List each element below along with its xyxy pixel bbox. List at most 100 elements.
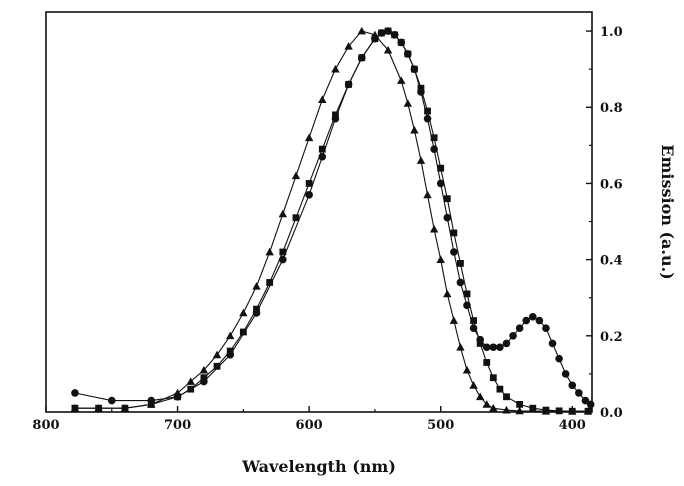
data-point [318, 145, 326, 153]
data-point [225, 331, 235, 340]
data-point [252, 282, 261, 290]
data-point [489, 343, 498, 352]
data-point [173, 392, 182, 401]
data-point [331, 114, 340, 123]
data-point [186, 377, 195, 385]
data-point [575, 389, 583, 397]
data-point [403, 99, 413, 107]
data-point [502, 339, 511, 348]
data-point [516, 400, 524, 408]
data-point [417, 88, 425, 96]
data-point [357, 26, 366, 35]
y-axis-ticks: 0.0 0.2 0.4 0.6 0.8 1.0 [586, 25, 623, 421]
data-point [528, 312, 537, 321]
data-point [542, 406, 550, 414]
data-point [397, 38, 406, 47]
data-point [482, 400, 491, 408]
data-point [278, 209, 288, 218]
data-point [430, 145, 438, 153]
data-point [581, 396, 590, 405]
data-point [279, 248, 287, 256]
data-point [522, 316, 531, 325]
data-point [496, 385, 504, 393]
series-layer [70, 26, 595, 415]
data-point [450, 248, 458, 256]
data-point [239, 308, 248, 317]
y-tick-label: 0.4 [600, 254, 623, 269]
data-point [456, 343, 465, 351]
data-point [200, 377, 208, 386]
data-point [265, 247, 274, 256]
data-point [555, 354, 563, 363]
data-point [292, 214, 300, 222]
data-point [515, 406, 524, 415]
data-point [304, 133, 314, 142]
data-point [423, 114, 432, 123]
data-point [476, 335, 484, 344]
data-point [586, 400, 595, 409]
data-point [226, 347, 234, 355]
data-point [503, 393, 510, 401]
data-point [213, 362, 221, 370]
y-tick-label: 0.2 [600, 330, 623, 345]
data-point [305, 191, 313, 199]
data-point [463, 290, 471, 298]
data-point [147, 400, 155, 408]
data-point [357, 53, 366, 62]
data-point [430, 134, 438, 142]
data-point [383, 45, 393, 54]
data-point [509, 332, 517, 340]
data-point [404, 50, 412, 58]
series-line [74, 30, 592, 405]
series-line [74, 30, 589, 412]
y-tick-label: 0.0 [600, 406, 623, 421]
data-point [535, 316, 544, 325]
data-point [584, 407, 592, 415]
data-point [344, 42, 353, 50]
data-point [390, 31, 399, 39]
data-point [542, 324, 550, 332]
x-tick-label: 400 [559, 418, 586, 433]
data-point [424, 107, 431, 115]
y-tick-label: 0.6 [600, 177, 623, 192]
data-point [449, 316, 459, 324]
data-point [482, 343, 491, 352]
data-point [318, 95, 327, 103]
data-point [253, 305, 260, 313]
y-tick-label: 0.8 [600, 101, 623, 116]
data-point [291, 171, 301, 180]
data-point [384, 27, 392, 35]
data-point [121, 404, 129, 412]
data-point [71, 389, 79, 397]
data-point [252, 309, 261, 317]
data-point [416, 156, 426, 164]
series-square [71, 27, 592, 415]
data-point [226, 351, 234, 359]
data-point [279, 255, 287, 264]
data-point [377, 29, 386, 37]
data-point [555, 407, 563, 415]
data-point [469, 324, 478, 332]
data-point [332, 111, 339, 119]
series-line [74, 30, 589, 412]
data-point [331, 64, 340, 73]
data-point [475, 392, 485, 401]
plot-frame [45, 11, 593, 413]
y-tick-label: 1.0 [600, 25, 623, 40]
data-point [429, 224, 439, 233]
data-point [371, 34, 379, 43]
data-point [462, 365, 472, 374]
data-point [318, 152, 327, 161]
data-point [410, 125, 419, 134]
data-point [344, 80, 353, 89]
data-point [443, 213, 452, 222]
data-point [450, 229, 458, 237]
data-point [489, 374, 497, 382]
data-point [529, 404, 537, 412]
data-point [95, 404, 103, 412]
x-axis-ticks: 800 700 600 500 400 [32, 406, 586, 433]
data-point [200, 374, 208, 382]
data-point [436, 179, 445, 188]
data-point [147, 396, 156, 405]
data-point [483, 359, 491, 366]
